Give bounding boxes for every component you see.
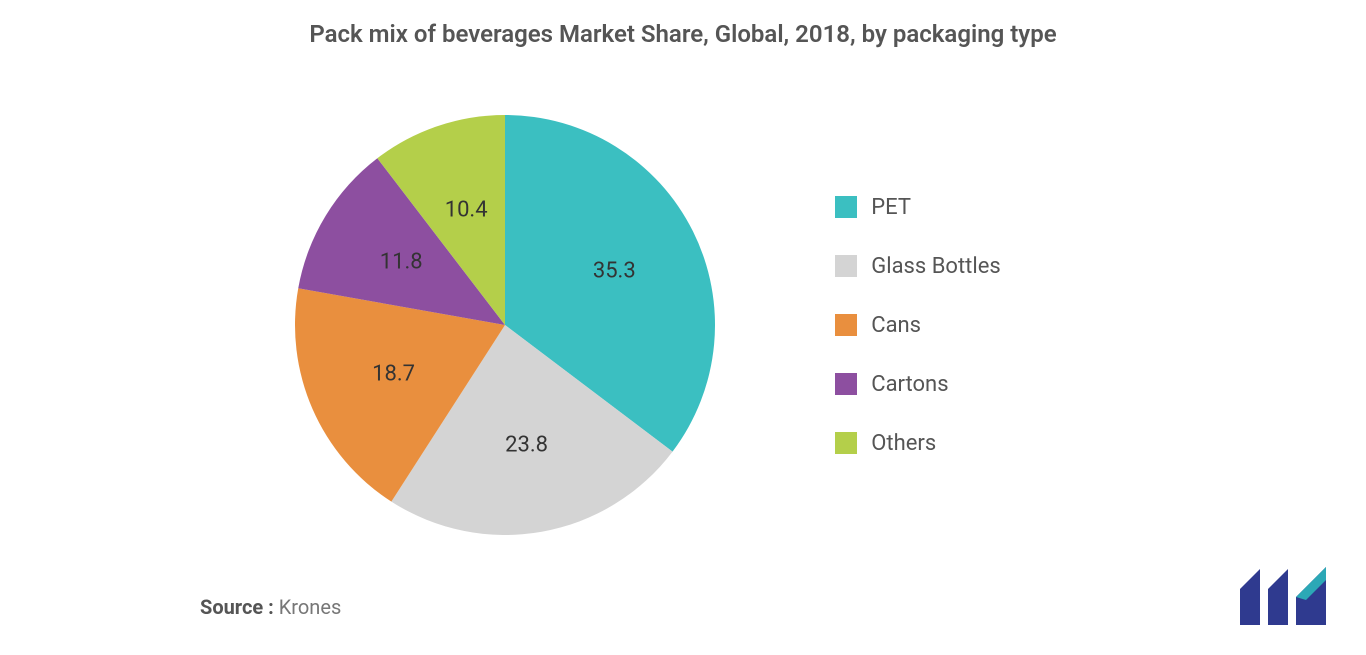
legend-swatch	[835, 255, 857, 277]
chart-area: 35.3 23.8 18.7 11.8 10.4 PET Glass Bottles Can…	[0, 80, 1366, 570]
legend: PET Glass Bottles Cans Cartons Others	[835, 195, 1001, 456]
legend-item: Others	[835, 431, 1001, 456]
logo-bar-2	[1268, 569, 1288, 625]
logo-icon	[1238, 567, 1328, 627]
legend-label: Glass Bottles	[871, 254, 1001, 279]
slice-value-label: 35.3	[593, 258, 636, 283]
slice-value-label: 11.8	[380, 249, 423, 274]
legend-item: PET	[835, 195, 1001, 220]
source-attribution: Source : Krones	[200, 595, 341, 619]
chart-title: Pack mix of beverages Market Share, Glob…	[0, 0, 1366, 48]
legend-label: Cartons	[871, 372, 948, 397]
pie-svg	[295, 115, 715, 535]
legend-swatch	[835, 432, 857, 454]
chart-root: Pack mix of beverages Market Share, Glob…	[0, 0, 1366, 655]
brand-logo	[1238, 567, 1328, 631]
legend-label: Cans	[871, 313, 921, 338]
source-label: Source :	[200, 595, 274, 619]
legend-item: Cans	[835, 313, 1001, 338]
pie-chart: 35.3 23.8 18.7 11.8 10.4	[295, 115, 715, 535]
legend-label: Others	[871, 431, 936, 456]
slice-value-label: 18.7	[372, 361, 415, 386]
slice-value-label: 10.4	[445, 197, 488, 222]
logo-bar-1	[1240, 569, 1260, 625]
legend-label: PET	[871, 195, 911, 220]
legend-item: Cartons	[835, 372, 1001, 397]
legend-swatch	[835, 196, 857, 218]
slice-value-label: 23.8	[505, 432, 548, 457]
legend-swatch	[835, 314, 857, 336]
legend-item: Glass Bottles	[835, 254, 1001, 279]
legend-swatch	[835, 373, 857, 395]
source-value: Krones	[279, 595, 342, 619]
